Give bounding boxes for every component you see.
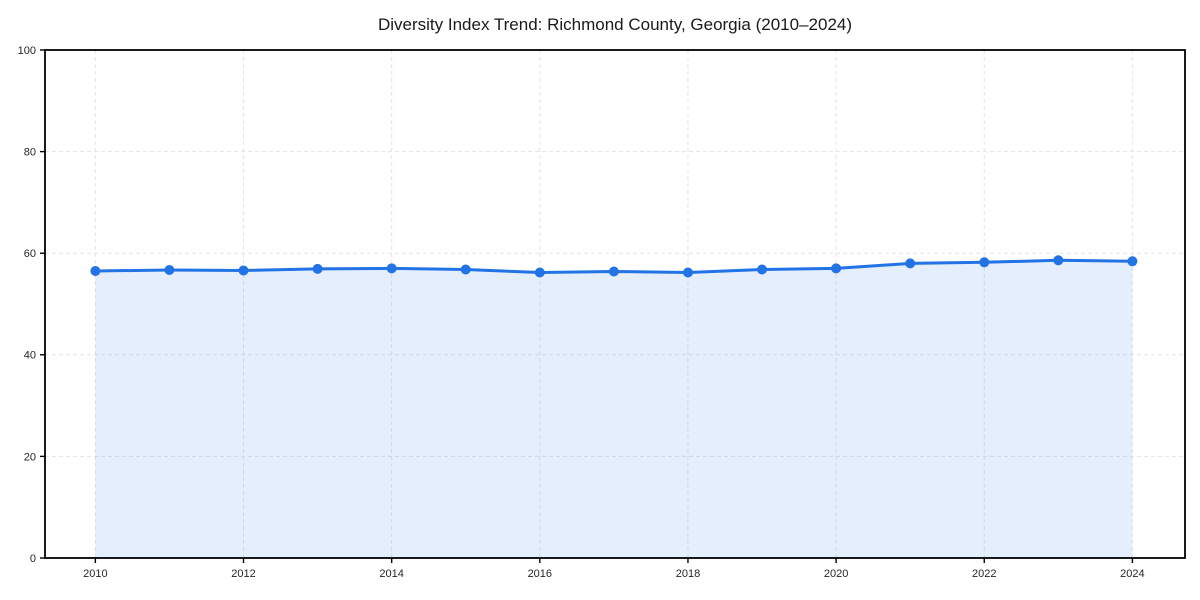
x-tick-label: 2022: [972, 568, 996, 580]
x-tick-label: 2024: [1120, 568, 1144, 580]
data-point-marker: [460, 264, 471, 275]
data-point-marker: [90, 266, 101, 276]
x-tick-label: 2012: [231, 568, 255, 580]
y-tick-label: 0: [30, 553, 36, 565]
data-point-marker: [238, 265, 249, 276]
data-point-marker: [1127, 256, 1138, 267]
data-point-marker: [312, 263, 323, 274]
x-tick-label: 2018: [676, 568, 700, 580]
data-point-marker: [608, 266, 619, 277]
axes-layer: 2010 2012 2014 2016 2018 2020 2022 2024 0 20 40 60 8…: [18, 45, 1186, 580]
y-tick-label: 80: [24, 146, 36, 158]
data-point-marker: [683, 267, 693, 278]
x-tick-label: 2014: [379, 568, 403, 580]
data-point-marker: [534, 267, 545, 278]
data-point-marker: [164, 265, 175, 275]
y-tick-label: 40: [24, 350, 36, 362]
data-point-marker: [905, 258, 916, 269]
chart-title: Diversity Index Trend: Richmond County, …: [378, 15, 852, 34]
data-point-marker: [757, 264, 767, 275]
data-point-marker: [1053, 255, 1064, 266]
x-tick-label: 2016: [528, 568, 552, 580]
y-tick-label: 100: [18, 45, 36, 57]
x-tick-label: 2020: [824, 568, 848, 580]
y-tick-label: 60: [24, 248, 36, 260]
x-tick-label: 2010: [83, 568, 107, 580]
plot-layer: [90, 255, 1138, 558]
area-fill: [95, 260, 1133, 558]
y-tick-label: 20: [24, 451, 36, 463]
data-point-marker: [386, 263, 397, 274]
data-point-marker: [831, 263, 842, 274]
plot-border: [44, 49, 1186, 559]
data-point-marker: [979, 257, 990, 268]
